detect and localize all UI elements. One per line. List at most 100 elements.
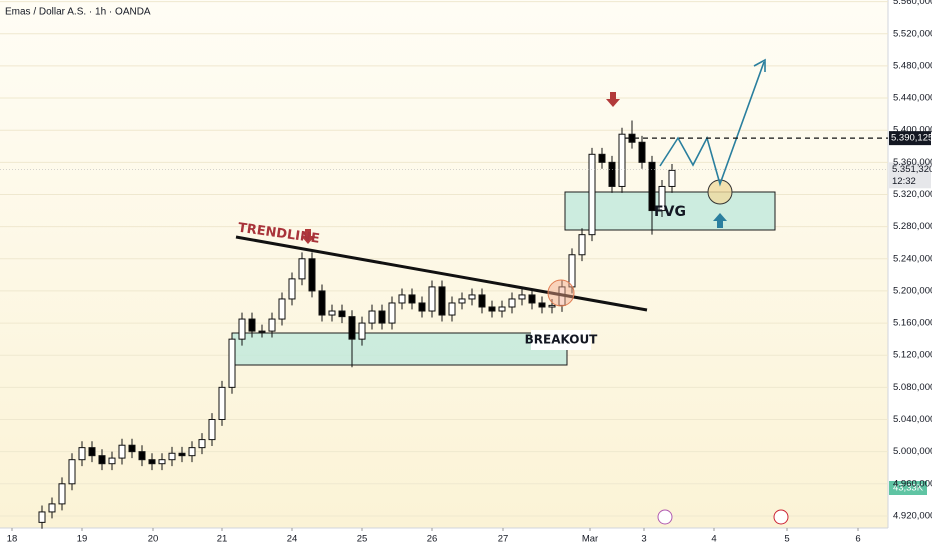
candle-body [588,153,596,236]
candle-body [98,455,106,465]
price-axis [888,0,932,550]
candle-body [48,503,56,513]
candle-body [228,338,236,388]
candle-body [598,153,606,163]
up-arrow [713,213,727,228]
y-tick-label: 5.120,000 [893,350,932,361]
candle-body [528,294,536,304]
y-tick-label: 5.520,000 [893,28,932,39]
candle-body [608,161,616,187]
candle-body [398,294,406,304]
plot-background [0,0,888,528]
candle-body [288,278,296,300]
y-tick-label: 5.200,000 [893,285,932,296]
candle-body [38,511,46,523]
target-price-label: 5.390,125 [891,133,932,144]
last-price-badge [889,162,931,189]
x-tick-label: 20 [148,534,159,545]
candle-body [128,444,136,453]
projection-arrowhead [753,58,766,72]
candle-body [238,318,246,340]
event-icon[interactable] [773,509,789,525]
y-tick-label: 5.040,000 [893,414,932,425]
x-tick-label: Mar [582,534,598,545]
x-tick-label: 19 [77,534,88,545]
candle-body [198,439,206,449]
x-tick-label: 4 [711,534,716,545]
candle-body [458,298,466,304]
candle-body [568,254,576,288]
volume-label: 43,33K [893,483,924,494]
candle-body [148,459,156,465]
candle-body [648,161,656,212]
candle-body [378,310,386,324]
y-tick-label: 5.160,000 [893,318,932,329]
candle-body [278,298,286,320]
candle-body [548,304,556,308]
candle-body [118,444,126,459]
x-tick-label: 24 [287,534,298,545]
y-tick-label: 5.240,000 [893,253,932,264]
candle-body [358,322,366,340]
candle-body [88,447,96,457]
candle-body [438,286,446,316]
candle-body [418,302,426,312]
down-arrow [301,229,315,244]
candle-body [308,258,316,292]
support-zone [231,332,568,366]
candle-body [448,302,456,316]
candle-body [108,457,116,465]
x-tick-label: 3 [641,534,646,545]
y-tick-label: 5.440,000 [893,93,932,104]
candle-body [578,234,586,256]
candle-body [468,294,476,300]
volume-badge [889,481,927,495]
x-tick-label: 18 [7,534,18,545]
candle-body [78,447,86,461]
candle-body [258,330,266,333]
candle-body [138,451,146,461]
candle-body [328,310,336,316]
candle-body [498,306,506,312]
fvg-label: FVG [654,204,686,220]
candle-body [518,294,526,300]
candle-body [488,306,496,312]
y-tick-label: 5.400,000 [893,125,932,136]
target-circle [707,179,733,205]
event-icon[interactable] [657,509,673,525]
time-axis [0,528,932,550]
projection-path [659,61,765,187]
trendline [235,235,648,312]
candle-body [338,310,346,318]
candle-body [188,447,196,457]
countdown: 12:32 [892,176,916,187]
breakout-label-bg [531,330,591,350]
candle-body [508,298,516,308]
y-tick-label: 5.080,000 [893,382,932,393]
chart-title: Emas / Dollar A.S. · 1h · OANDA [5,7,151,18]
candle-body [428,286,436,312]
y-tick-label: 5.280,000 [893,221,932,232]
y-tick-label: 5.560,000 [893,0,932,7]
breakout-label: BREAKOUT [525,333,599,347]
candle-body [658,185,666,212]
candle-body [208,419,216,441]
candle-body [268,318,276,332]
x-tick-label: 21 [217,534,228,545]
candle-body [638,141,646,163]
candle-body [318,290,326,316]
candle-body [618,133,626,187]
candle-body [158,459,166,465]
candle-body [478,294,486,308]
candle-body [538,302,546,308]
breakout-circle [547,279,575,307]
y-tick-label: 4.960,000 [893,478,932,489]
candle-body [68,459,76,485]
y-tick-label: 5.360,000 [893,157,932,168]
candle-body [168,452,176,461]
candle-body [668,169,676,187]
x-tick-label: 26 [427,534,438,545]
candle-body [58,483,66,505]
last-price-label: 5.351,320 [892,164,932,175]
